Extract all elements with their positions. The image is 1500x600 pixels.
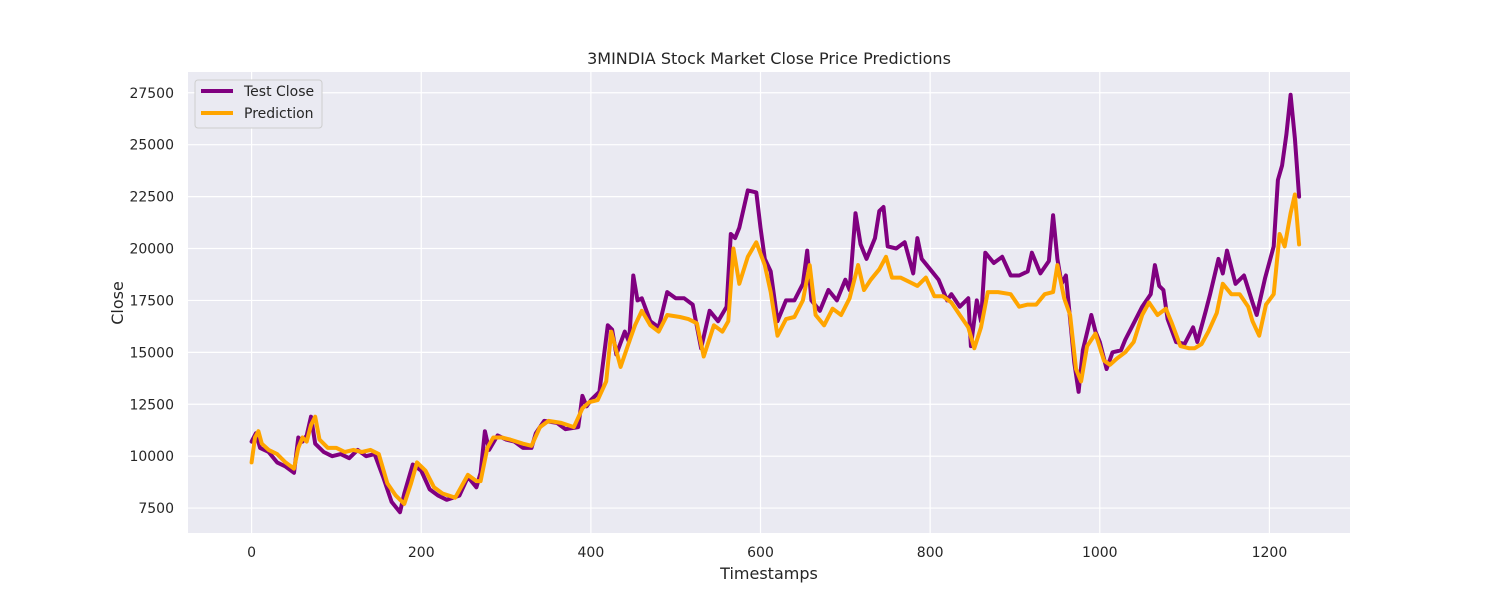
y-tick-label: 12500 — [129, 397, 174, 413]
x-tick-label: 400 — [578, 545, 605, 561]
legend-label-prediction: Prediction — [244, 106, 314, 122]
x-tick-label: 1000 — [1082, 545, 1118, 561]
x-tick-label: 600 — [747, 545, 774, 561]
y-axis-label: Close — [108, 281, 127, 325]
y-tick-label: 15000 — [129, 345, 174, 361]
legend: Test Close Prediction — [194, 79, 323, 129]
tick-labels: 0 200 400 600 800 1000 1200 7500 10000 12500 15000… — [129, 86, 1287, 561]
y-tick-label: 22500 — [129, 190, 174, 206]
x-tick-label: 200 — [408, 545, 435, 561]
y-tick-label: 7500 — [138, 501, 174, 517]
chart-title: 3MINDIA Stock Market Close Price Predict… — [587, 49, 951, 68]
series-line-prediction — [249, 192, 1302, 506]
series-lines — [249, 92, 1302, 515]
x-tick-label: 1200 — [1252, 545, 1288, 561]
y-tick-label: 10000 — [129, 449, 174, 465]
y-tick-label: 20000 — [129, 242, 174, 258]
y-tick-label: 25000 — [129, 138, 174, 154]
plot-area — [188, 72, 1350, 533]
y-tick-label: 27500 — [129, 86, 174, 102]
grid-lines — [188, 72, 1350, 533]
legend-label-test-close: Test Close — [243, 84, 314, 100]
x-axis-label: Timestamps — [719, 564, 818, 583]
x-tick-label: 0 — [247, 545, 256, 561]
y-tick-label: 17500 — [129, 293, 174, 309]
x-tick-label: 800 — [917, 545, 944, 561]
